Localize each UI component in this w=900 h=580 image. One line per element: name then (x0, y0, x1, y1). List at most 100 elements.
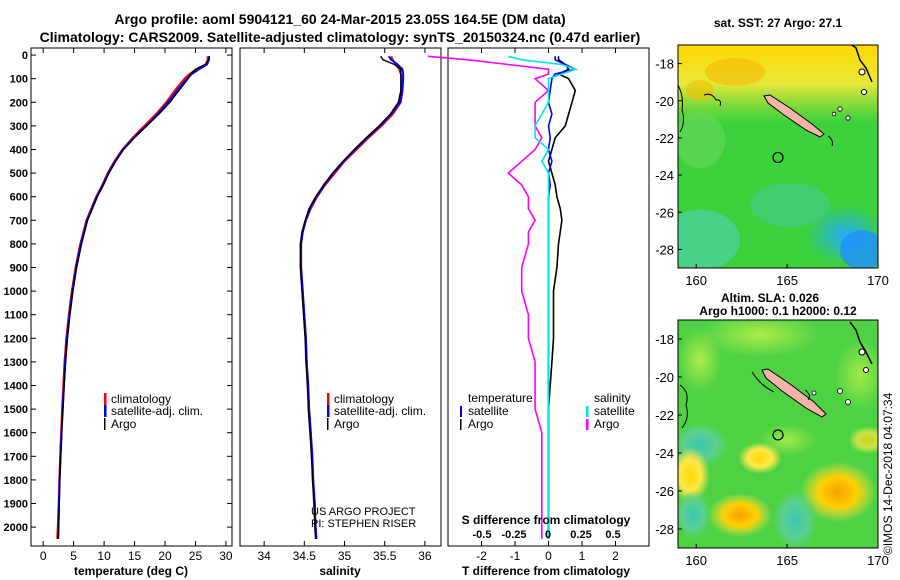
difference-line-s-argo (427, 55, 550, 539)
legend-label-climatology: climatology (111, 392, 171, 406)
s-tick-label: -0.5 (473, 529, 492, 541)
temperature-xlabel: temperature (deg C) (74, 564, 188, 578)
difference-top-xlabel: S difference from climatology (462, 513, 631, 527)
x-tick-label: 34 (257, 549, 271, 563)
imos-timestamp: ©IMOS 14-Dec-2018 04:07:34 (881, 392, 895, 555)
legend-label-t-argo: Argo (468, 417, 494, 431)
temperature-lines (56, 56, 211, 539)
sla-map-ticks: 160 165 170 -18 -20 -22 -24 -26 -28 (655, 332, 889, 568)
argo-float-marker (772, 429, 784, 441)
legend-swatch-satellite (104, 405, 107, 417)
x-tick-label: 0 (40, 549, 47, 563)
island (831, 111, 837, 117)
temperature-x-ticks: 0 5 10 15 20 25 30 (40, 48, 233, 563)
legend-label-t-satellite: satellite (468, 404, 509, 418)
chart-title-line2: Climatology: CARS2009. Satellite-adjuste… (39, 29, 641, 45)
map-x-tick-label: 170 (867, 273, 889, 288)
island-vanuatu (849, 321, 873, 365)
island (845, 115, 851, 121)
argo-float-marker (772, 151, 784, 164)
depth-tick-label: 1200 (4, 333, 28, 345)
map-x-tick-label: 160 (685, 273, 707, 288)
depth-tick-label: 1300 (4, 357, 28, 369)
depth-tick-label: 100 (10, 74, 28, 86)
legend-swatch-climatology (327, 393, 330, 405)
island (863, 367, 869, 373)
legend-swatch-t-argo (460, 419, 462, 430)
temperature-frame (30, 47, 233, 547)
s-tick-label: 0 (545, 529, 551, 541)
temperature-panel: 0100200300400500600700800900100011001200… (4, 47, 649, 578)
island-new-caledonia (763, 94, 825, 138)
legend-swatch-climatology (104, 393, 107, 405)
salinity-x-ticks: 34 34.5 35 35.5 36 (257, 48, 432, 563)
x-tick-label: 35.5 (373, 549, 397, 563)
island (858, 68, 866, 76)
reef-outline (751, 371, 810, 401)
legend-swatch-s-satellite (586, 406, 589, 417)
temperature-legend: climatology satellite-adj. clim. Argo (104, 392, 203, 431)
sst-map: sat. SST: 27 Argo: 27.1 160 165 170 -18 -20 -… (655, 16, 889, 288)
depth-tick-label: 1600 (4, 428, 28, 440)
depth-tick-label: 500 (10, 168, 28, 180)
sla-map-title-line2: Argo h1000: 0.1 h2000: 0.12 (699, 304, 857, 318)
map-y-tick-label: -24 (655, 168, 674, 183)
difference-line-s-satellite (508, 55, 578, 539)
map-y-tick-label: -26 (655, 205, 674, 220)
reef-outline (703, 93, 833, 147)
map-y-tick-label: -20 (655, 370, 674, 385)
difference-panel: -2 -1 0 1 2 temperature satellite Argo salin… (427, 47, 650, 578)
difference-xlabel: T difference from climatology (462, 564, 630, 578)
x-tick-label: 35 (338, 549, 352, 563)
depth-tick-label: 1500 (4, 404, 28, 416)
coast-outline (678, 84, 685, 133)
map-y-tick-label: -20 (655, 94, 674, 109)
map-y-tick-label: -18 (655, 57, 674, 72)
island (837, 388, 843, 394)
salinity-xlabel: salinity (319, 564, 361, 578)
difference-legend: temperature satellite Argo salinity sate… (460, 391, 635, 431)
x-tick-label: 5 (70, 549, 77, 563)
depth-tick-label: 800 (10, 239, 28, 251)
legend-label-argo: Argo (334, 417, 360, 431)
depth-tick-label: 300 (10, 121, 28, 133)
salinity-line-argo (299, 55, 402, 539)
x-tick-label: 10 (97, 549, 111, 563)
island (811, 390, 817, 396)
x-tick-label: -1 (510, 549, 521, 563)
depth-tick-label: 1100 (4, 310, 28, 322)
island-vanuatu (850, 45, 873, 83)
depth-tick-label: 1700 (4, 451, 28, 463)
x-tick-label: -2 (476, 549, 487, 563)
x-tick-label: 30 (219, 549, 233, 563)
depth-tick-label: 600 (10, 192, 28, 204)
island (837, 106, 843, 112)
island (861, 89, 867, 95)
difference-x-ticks: -2 -1 0 1 2 (476, 48, 619, 563)
x-tick-label: 20 (158, 549, 172, 563)
legend-label-satellite: satellite-adj. clim. (334, 404, 426, 418)
depth-tick-label: 900 (10, 262, 28, 274)
island (858, 348, 866, 356)
depth-tick-label: 200 (10, 97, 28, 109)
map-x-tick-label: 165 (776, 553, 798, 568)
x-tick-label: 25 (189, 549, 203, 563)
legend-swatch-satellite (327, 405, 330, 417)
island-new-caledonia (761, 368, 827, 418)
legend-label-s-argo: Argo (594, 417, 620, 431)
map-x-tick-label: 165 (776, 273, 798, 288)
legend-title-salinity: salinity (594, 391, 631, 405)
chart-title-line1: Argo profile: aoml 5904121_60 24-Mar-201… (114, 11, 566, 27)
map-y-tick-label: -28 (655, 522, 674, 537)
s-tick-label: 0.5 (605, 529, 620, 541)
legend-swatch-t-satellite (460, 406, 462, 417)
x-tick-label: 2 (612, 549, 619, 563)
salinity-line-satellite (300, 55, 405, 539)
x-tick-label: 34.5 (293, 549, 317, 563)
legend-title-temperature: temperature (468, 391, 533, 405)
sla-map-frame (677, 319, 879, 549)
s-tick-label: 0.25 (570, 529, 591, 541)
sla-map-title-line1: Altim. SLA: 0.026 (721, 291, 819, 305)
map-y-tick-label: -28 (655, 242, 674, 257)
